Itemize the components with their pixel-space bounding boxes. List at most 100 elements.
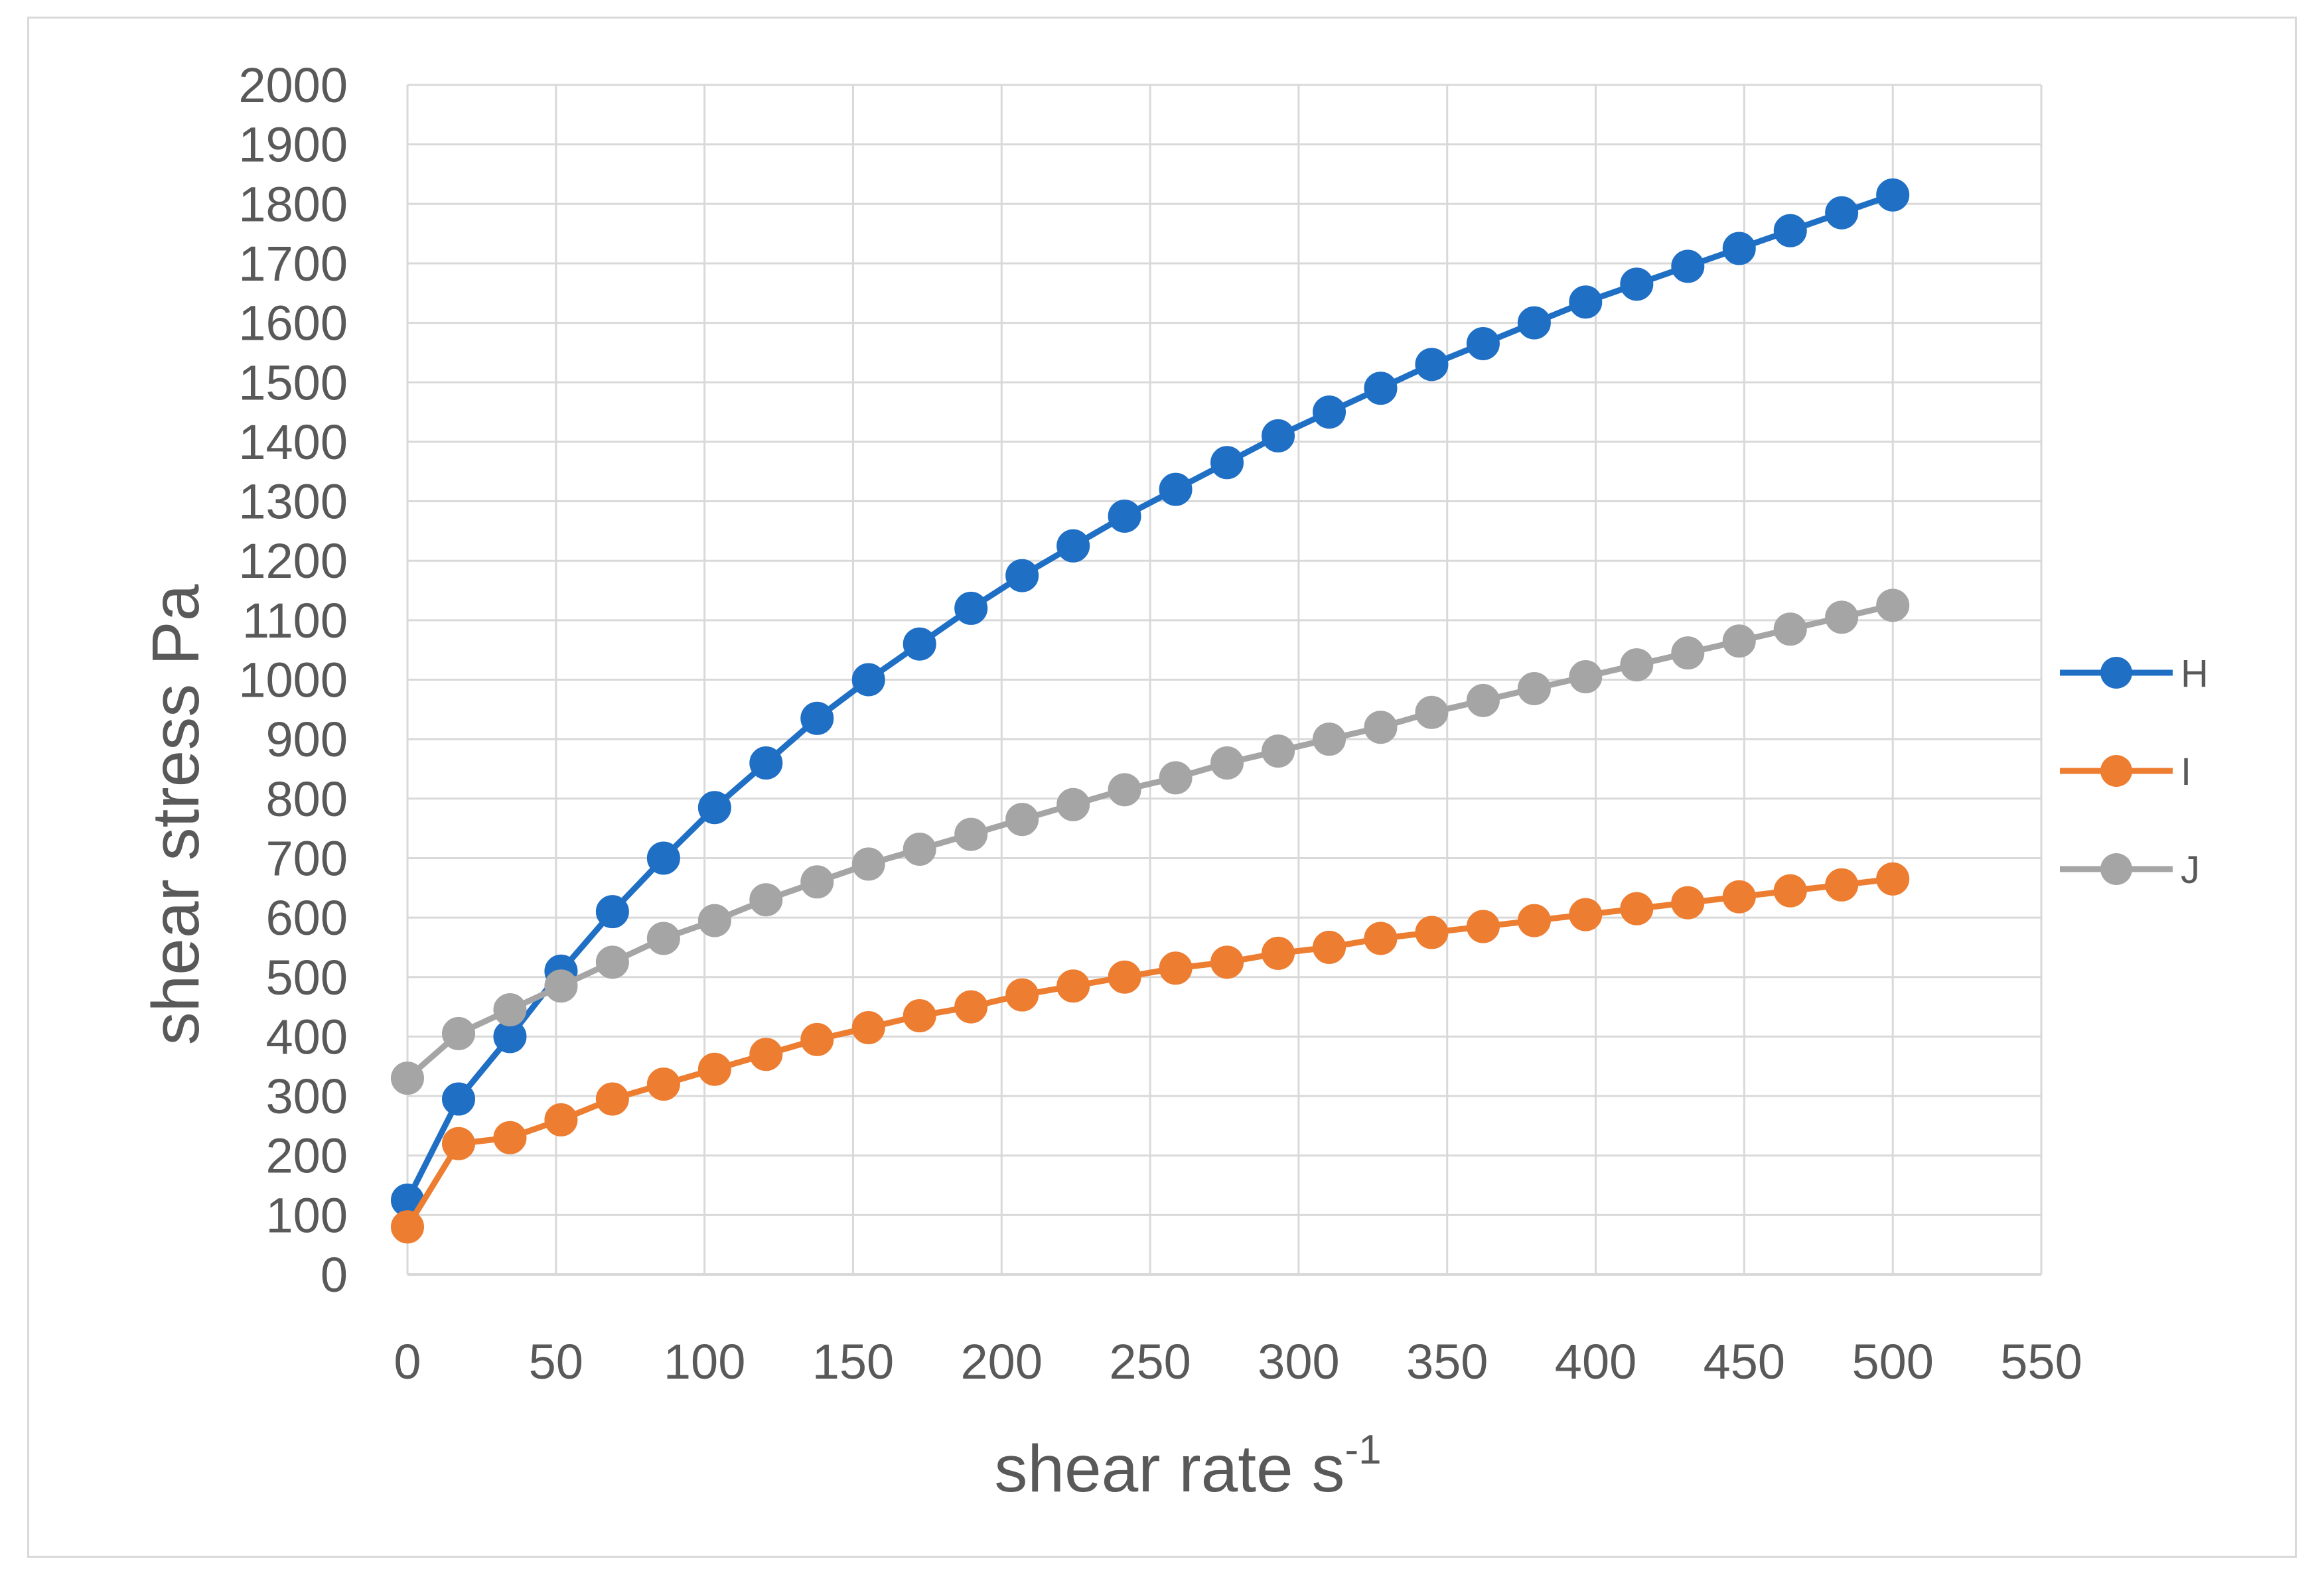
data-point-j-13 (1056, 788, 1090, 821)
y-tick-label-800: 800 (266, 772, 348, 827)
y-axis-title: shear stress Pa (139, 584, 213, 1045)
data-point-h-18 (1313, 395, 1346, 429)
data-point-h-25 (1671, 249, 1705, 283)
x-tick-label-550: 550 (2000, 1334, 2082, 1389)
data-point-i-6 (697, 1052, 731, 1086)
data-point-i-23 (1569, 898, 1603, 931)
data-point-h-4 (595, 895, 629, 929)
data-point-i-27 (1773, 874, 1807, 908)
data-point-h-9 (851, 663, 885, 697)
data-point-j-11 (954, 817, 988, 851)
data-point-i-8 (800, 1022, 834, 1056)
y-tick-label-1600: 1600 (238, 296, 348, 351)
legend-layer: H I J (2060, 652, 2209, 892)
data-point-j-17 (1262, 734, 1295, 768)
data-point-i-20 (1415, 916, 1449, 949)
data-point-i-14 (1108, 960, 1141, 994)
data-point-i-16 (1210, 945, 1244, 979)
data-point-j-8 (800, 865, 834, 899)
y-tick-label-1000: 1000 (238, 653, 348, 708)
y-tick-label-1800: 1800 (238, 176, 348, 232)
chart-svg: 0100200300400500600700800900100011001200… (139, 58, 2209, 1506)
data-point-j-14 (1108, 773, 1141, 807)
data-point-j-28 (1825, 600, 1859, 634)
data-point-i-21 (1466, 910, 1500, 943)
data-point-j-25 (1671, 636, 1705, 670)
y-tick-label-200: 200 (266, 1129, 348, 1184)
data-point-j-19 (1364, 711, 1398, 744)
data-point-h-16 (1210, 446, 1244, 480)
y-tick-label-600: 600 (266, 890, 348, 945)
data-point-h-10 (903, 627, 936, 661)
x-tick-label-300: 300 (1258, 1334, 1339, 1389)
x-tick-label-200: 200 (961, 1334, 1043, 1389)
x-tick-label-350: 350 (1406, 1334, 1488, 1389)
data-point-i-29 (1876, 862, 1910, 896)
data-point-i-3 (544, 1103, 578, 1136)
y-tick-label-0: 0 (321, 1247, 348, 1302)
legend-marker-j (2100, 853, 2132, 885)
x-tick-label-0: 0 (394, 1334, 421, 1389)
data-point-i-5 (646, 1067, 680, 1101)
data-point-h-20 (1415, 348, 1449, 381)
y-tick-label-1700: 1700 (238, 236, 348, 291)
data-point-h-14 (1108, 499, 1141, 533)
y-tick-label-300: 300 (266, 1069, 348, 1124)
x-axis-title-main: shear rate s (994, 1432, 1344, 1506)
y-tick-label-1200: 1200 (238, 533, 348, 588)
data-point-i-17 (1262, 936, 1295, 970)
data-point-i-24 (1620, 892, 1654, 926)
data-point-j-24 (1620, 648, 1654, 682)
data-point-i-0 (391, 1210, 424, 1244)
data-point-h-27 (1773, 214, 1807, 247)
y-tick-label-2000: 2000 (238, 58, 348, 113)
data-point-j-15 (1159, 761, 1193, 795)
data-point-j-2 (493, 993, 527, 1027)
data-point-j-7 (749, 883, 783, 917)
data-point-i-13 (1056, 969, 1090, 1003)
data-point-j-1 (441, 1016, 475, 1050)
data-point-h-26 (1722, 232, 1756, 265)
x-tick-label-400: 400 (1555, 1334, 1636, 1389)
data-point-h-23 (1569, 285, 1603, 319)
y-tick-label-500: 500 (266, 950, 348, 1005)
data-point-i-4 (595, 1082, 629, 1116)
legend-marker-i (2100, 755, 2132, 787)
data-point-i-15 (1159, 951, 1193, 985)
data-point-i-28 (1825, 868, 1859, 902)
data-point-h-7 (749, 746, 783, 780)
y-tick-label-900: 900 (266, 712, 348, 767)
legend-label-h: H (2181, 652, 2209, 695)
axis-layer: 0100200300400500600700800900100011001200… (238, 58, 2082, 1389)
data-point-i-25 (1671, 886, 1705, 920)
legend-label-j: J (2181, 849, 2200, 892)
data-point-j-18 (1313, 722, 1346, 756)
data-point-j-21 (1466, 683, 1500, 717)
data-point-h-17 (1262, 419, 1295, 452)
data-point-i-19 (1364, 922, 1398, 955)
x-axis-title-superscript: -1 (1344, 1427, 1381, 1473)
data-point-i-7 (749, 1038, 783, 1071)
data-point-i-26 (1722, 880, 1756, 914)
data-point-j-22 (1517, 671, 1551, 705)
data-point-h-21 (1466, 326, 1500, 360)
data-point-i-11 (954, 990, 988, 1024)
data-point-j-26 (1722, 624, 1756, 658)
data-point-j-16 (1210, 746, 1244, 780)
data-point-h-24 (1620, 267, 1654, 301)
y-tick-label-700: 700 (266, 831, 348, 886)
y-tick-label-100: 100 (266, 1188, 348, 1243)
x-tick-label-150: 150 (812, 1334, 894, 1389)
legend-label-i: I (2181, 750, 2191, 793)
data-point-h-11 (954, 591, 988, 625)
data-point-h-13 (1056, 529, 1090, 563)
data-point-j-23 (1569, 660, 1603, 694)
data-point-j-20 (1415, 695, 1449, 729)
data-point-h-8 (800, 701, 834, 735)
x-tick-label-250: 250 (1109, 1334, 1191, 1389)
data-point-i-2 (493, 1121, 527, 1154)
data-point-i-18 (1313, 930, 1346, 964)
data-point-h-1 (441, 1082, 475, 1116)
data-point-h-12 (1005, 559, 1039, 592)
y-tick-label-1500: 1500 (238, 355, 348, 410)
